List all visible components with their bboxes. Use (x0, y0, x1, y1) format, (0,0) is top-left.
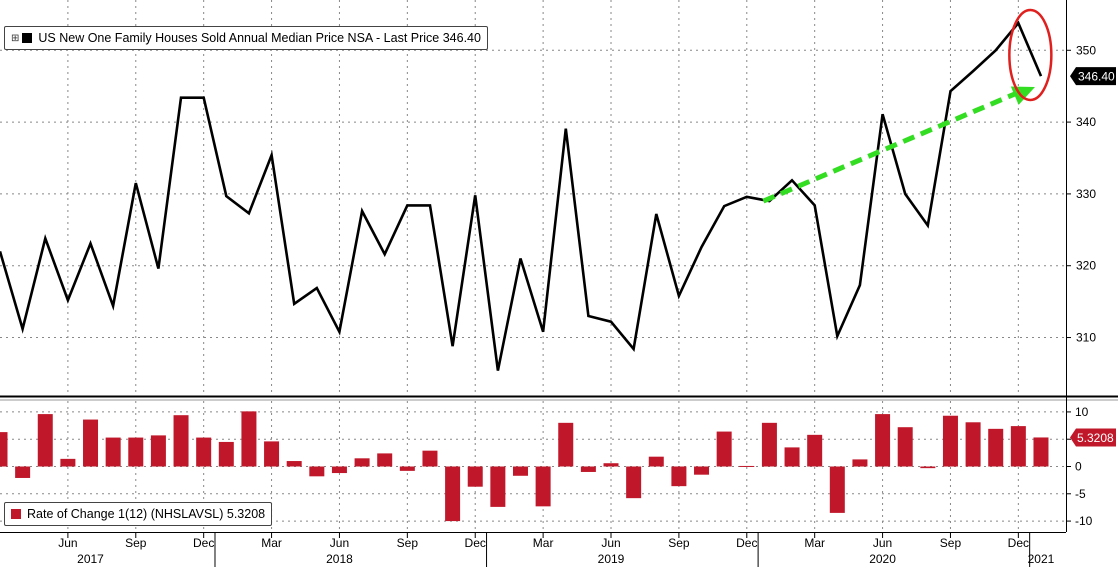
legend-price: ⊞ US New One Family Houses Sold Annual M… (4, 26, 488, 50)
bar (0, 432, 8, 467)
y-tick-label: 340 (1076, 115, 1096, 129)
x-tick-label: Jun (601, 536, 620, 550)
bar (580, 466, 596, 472)
bar (331, 466, 347, 474)
bar (535, 466, 551, 507)
x-tick-label: Sep (125, 536, 147, 550)
bar (1010, 426, 1026, 467)
bar (37, 414, 53, 467)
bar (309, 466, 325, 477)
bar (558, 422, 574, 467)
bar (445, 466, 461, 522)
last-roc-label: 5.3208 (1077, 431, 1114, 445)
bar (399, 466, 415, 471)
y-tick-label: 320 (1076, 259, 1096, 273)
bar (807, 434, 823, 467)
bar (467, 466, 483, 487)
last-price-tag (1070, 67, 1116, 86)
year-label: 2019 (598, 552, 625, 566)
x-tick-label: Jun (330, 536, 349, 550)
bar (761, 422, 777, 467)
legend-roc-swatch (11, 509, 21, 519)
x-tick-label: Mar (261, 536, 282, 550)
bar (512, 466, 528, 476)
bar (784, 447, 800, 467)
y-tick-label: 330 (1076, 187, 1096, 201)
bar (218, 441, 234, 467)
year-label: 2017 (77, 552, 104, 566)
bar (852, 459, 868, 467)
bar (286, 461, 302, 467)
bar (241, 411, 257, 467)
bar-series (0, 411, 1049, 522)
bar (920, 466, 936, 469)
annotation-layer (762, 8, 1053, 204)
legend-roc: Rate of Change 1(12) (NHSLAVSL) 5.3208 (4, 502, 273, 526)
x-tick-label: Jun (58, 536, 77, 550)
x-tick-label: Sep (940, 536, 962, 550)
bar (648, 456, 664, 467)
x-tick-label: Mar (533, 536, 554, 550)
x-tick-label: Dec (465, 536, 486, 550)
bar (128, 437, 144, 467)
legend-price-label: US New One Family Houses Sold Annual Med… (38, 31, 481, 45)
bar (739, 465, 755, 467)
bar (83, 419, 99, 467)
y-tick-label: 0 (1075, 460, 1082, 474)
x-tick-label: Sep (668, 536, 690, 550)
y-tick-label: 350 (1076, 43, 1096, 57)
y-tick-label: -10 (1075, 514, 1093, 528)
bar (988, 428, 1004, 467)
bar (671, 466, 687, 487)
bar (377, 453, 393, 467)
bar (716, 431, 732, 467)
line-series (0, 20, 1043, 371)
bar (603, 463, 619, 467)
legend-price-swatch (22, 33, 33, 43)
x-tick-label: Sep (397, 536, 419, 550)
last-roc-tag (1070, 428, 1116, 447)
legend-toggle-icon[interactable]: ⊞ (11, 32, 20, 44)
year-label: 2021 (1028, 552, 1055, 566)
bar (196, 437, 212, 467)
bar (829, 466, 845, 513)
bar (422, 450, 438, 467)
y-tick-label: 310 (1076, 331, 1096, 345)
bar (875, 414, 891, 467)
bar (150, 435, 166, 467)
y-tick-label: 10 (1075, 405, 1089, 419)
year-label: 2020 (869, 552, 896, 566)
bar (15, 466, 31, 478)
bar (264, 441, 280, 467)
year-label: 2018 (326, 552, 353, 566)
highlight-circle (1008, 8, 1053, 102)
trend-arrow (762, 90, 1018, 204)
grid-layer (0, 0, 1066, 532)
bar (942, 415, 958, 467)
x-tick-label: Jun (873, 536, 892, 550)
bar (60, 458, 76, 467)
bar (1033, 437, 1049, 467)
bar (105, 437, 121, 467)
bar (626, 466, 642, 499)
x-tick-label: Mar (804, 536, 825, 550)
x-tick-label: Dec (1008, 536, 1029, 550)
last-price-label: 346.40 (1078, 70, 1115, 84)
bar (694, 466, 710, 475)
bar (965, 422, 981, 467)
bar (354, 458, 370, 467)
y-tick-label: -5 (1075, 487, 1086, 501)
x-tick-label: Dec (193, 536, 214, 550)
x-tick-label: Dec (736, 536, 757, 550)
bar (897, 427, 913, 467)
legend-roc-label: Rate of Change 1(12) (NHSLAVSL) 5.3208 (27, 507, 266, 521)
price-line (0, 20, 1043, 371)
bar (490, 466, 506, 507)
bar (173, 415, 189, 467)
